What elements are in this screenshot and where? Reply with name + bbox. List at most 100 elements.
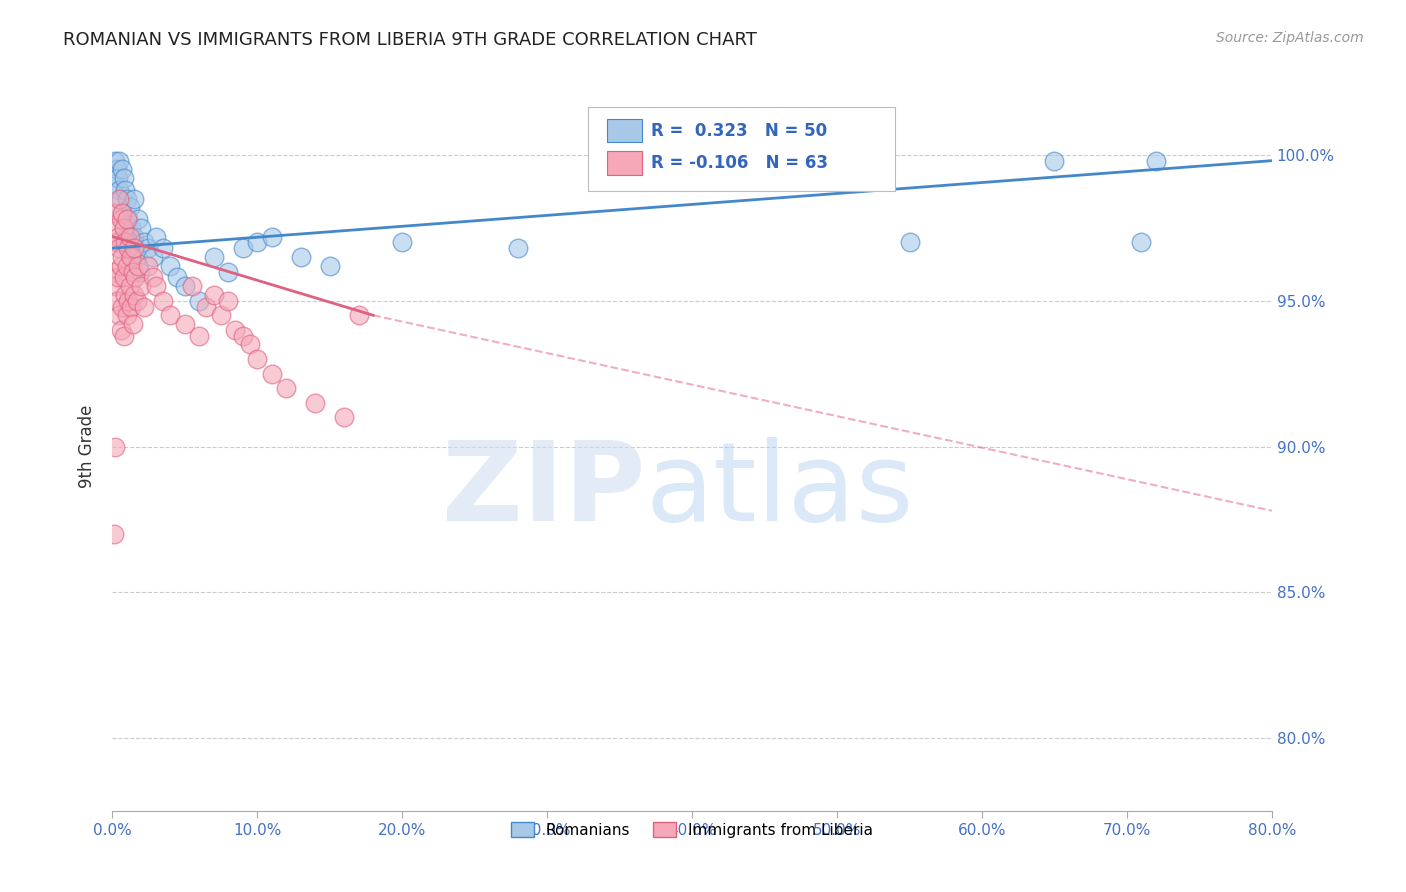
Point xyxy=(117,212,139,227)
Point xyxy=(173,279,195,293)
Point xyxy=(112,220,135,235)
Point xyxy=(260,229,283,244)
Point xyxy=(125,293,148,308)
Point xyxy=(202,250,225,264)
Point xyxy=(134,235,156,250)
Text: atlas: atlas xyxy=(645,437,914,544)
Point xyxy=(260,367,283,381)
Point xyxy=(142,250,165,264)
Point xyxy=(209,308,232,322)
Point xyxy=(105,162,128,177)
Point xyxy=(114,235,136,250)
Point xyxy=(121,264,143,278)
Point xyxy=(108,183,131,197)
Point xyxy=(142,270,165,285)
Point xyxy=(108,153,131,168)
Point xyxy=(117,293,139,308)
Point xyxy=(110,259,132,273)
Point xyxy=(104,220,127,235)
Point xyxy=(111,250,134,264)
Point xyxy=(107,171,129,186)
Point xyxy=(115,192,138,206)
Point xyxy=(115,308,138,322)
Point xyxy=(246,351,269,366)
Bar xyxy=(607,151,643,175)
Point xyxy=(318,259,340,273)
Text: R =  0.323   N = 50: R = 0.323 N = 50 xyxy=(651,122,828,140)
Point xyxy=(166,270,188,285)
Point xyxy=(134,300,156,314)
Point xyxy=(103,177,125,191)
Point xyxy=(118,200,141,214)
Point xyxy=(128,264,150,278)
Point xyxy=(122,192,145,206)
Bar xyxy=(607,120,643,143)
Point xyxy=(333,410,356,425)
Point xyxy=(1130,235,1153,250)
Point xyxy=(121,317,143,331)
Point xyxy=(181,279,204,293)
Legend: Romanians, Immigrants from Liberia: Romanians, Immigrants from Liberia xyxy=(505,815,880,844)
Point xyxy=(111,300,134,314)
Point xyxy=(120,300,142,314)
Point xyxy=(103,264,125,278)
Point xyxy=(112,171,135,186)
Point xyxy=(188,293,211,308)
Point xyxy=(121,235,143,250)
Point xyxy=(115,259,138,273)
Point xyxy=(173,317,195,331)
Point xyxy=(138,259,160,273)
Point xyxy=(347,308,370,322)
Point xyxy=(145,229,167,244)
Point xyxy=(103,206,125,220)
Point xyxy=(224,323,246,337)
Point xyxy=(112,220,135,235)
Point xyxy=(114,235,136,250)
Point xyxy=(104,440,127,454)
Point xyxy=(129,220,152,235)
Point xyxy=(122,241,145,255)
Y-axis label: 9th Grade: 9th Grade xyxy=(79,405,96,488)
Point xyxy=(117,241,139,255)
Text: ZIP: ZIP xyxy=(443,437,645,544)
Point xyxy=(217,293,239,308)
Point xyxy=(115,229,138,244)
Point xyxy=(159,259,181,273)
Point xyxy=(232,328,254,343)
Point xyxy=(122,288,145,302)
Point xyxy=(104,279,127,293)
Point xyxy=(107,270,129,285)
Point xyxy=(118,250,141,264)
Point xyxy=(114,288,136,302)
Point xyxy=(108,241,131,255)
Point xyxy=(232,241,254,255)
Point xyxy=(1043,153,1066,168)
Point xyxy=(105,235,128,250)
Point xyxy=(124,241,146,255)
Point xyxy=(115,212,138,227)
Point xyxy=(898,235,921,250)
Point xyxy=(129,279,152,293)
Point xyxy=(239,337,262,351)
Point xyxy=(118,279,141,293)
Point xyxy=(111,206,134,220)
Point xyxy=(103,527,125,541)
Point xyxy=(159,308,181,322)
Point xyxy=(152,293,174,308)
Point xyxy=(105,293,128,308)
Point xyxy=(304,396,326,410)
Point xyxy=(112,270,135,285)
Point xyxy=(124,270,146,285)
Point xyxy=(195,300,218,314)
Text: Source: ZipAtlas.com: Source: ZipAtlas.com xyxy=(1216,31,1364,45)
Point xyxy=(112,328,135,343)
Point xyxy=(108,308,131,322)
Point xyxy=(188,328,211,343)
Point xyxy=(110,212,132,227)
Point xyxy=(1144,153,1167,168)
Point xyxy=(290,250,312,264)
Point xyxy=(508,241,530,255)
Point xyxy=(127,259,149,273)
Point xyxy=(114,183,136,197)
Point xyxy=(391,235,413,250)
